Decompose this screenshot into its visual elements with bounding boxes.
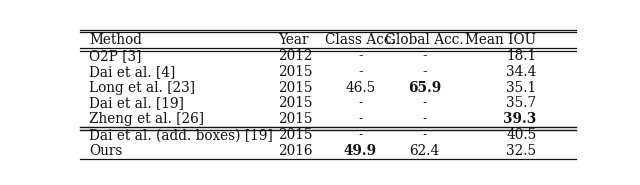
Text: 2015: 2015	[278, 112, 313, 126]
Text: Year: Year	[278, 33, 309, 47]
Text: -: -	[422, 128, 427, 142]
Text: Dai et al. [19]: Dai et al. [19]	[89, 97, 184, 110]
Text: Mean IOU: Mean IOU	[465, 33, 536, 47]
Text: Method: Method	[89, 33, 142, 47]
Text: Class Acc.: Class Acc.	[325, 33, 396, 47]
Text: 62.4: 62.4	[410, 144, 440, 158]
Text: -: -	[358, 128, 362, 142]
Text: 2015: 2015	[278, 128, 313, 142]
Text: -: -	[358, 112, 362, 126]
Text: -: -	[422, 65, 427, 79]
Text: 35.7: 35.7	[506, 97, 536, 110]
Text: 46.5: 46.5	[345, 81, 376, 95]
Text: Dai et al. (add. boxes) [19]: Dai et al. (add. boxes) [19]	[89, 128, 273, 142]
Text: O2P [3]: O2P [3]	[89, 49, 141, 63]
Text: 2012: 2012	[278, 49, 313, 63]
Text: 18.1: 18.1	[506, 49, 536, 63]
Text: Zheng et al. [26]: Zheng et al. [26]	[89, 112, 204, 126]
Text: 35.1: 35.1	[506, 81, 536, 95]
Text: 49.9: 49.9	[344, 144, 377, 158]
Text: 65.9: 65.9	[408, 81, 442, 95]
Text: 2016: 2016	[278, 144, 313, 158]
Text: 2015: 2015	[278, 97, 313, 110]
Text: -: -	[422, 49, 427, 63]
Text: 40.5: 40.5	[506, 128, 536, 142]
Text: -: -	[358, 65, 362, 79]
Text: 2015: 2015	[278, 81, 313, 95]
Text: 2015: 2015	[278, 65, 313, 79]
Text: Long et al. [23]: Long et al. [23]	[89, 81, 195, 95]
Text: 39.3: 39.3	[503, 112, 536, 126]
Text: Ours: Ours	[89, 144, 122, 158]
Text: 32.5: 32.5	[506, 144, 536, 158]
Text: 34.4: 34.4	[506, 65, 536, 79]
Text: Global Acc.: Global Acc.	[385, 33, 464, 47]
Text: Dai et al. [4]: Dai et al. [4]	[89, 65, 175, 79]
Text: -: -	[358, 97, 362, 110]
Text: -: -	[422, 97, 427, 110]
Text: -: -	[358, 49, 362, 63]
Text: -: -	[422, 112, 427, 126]
